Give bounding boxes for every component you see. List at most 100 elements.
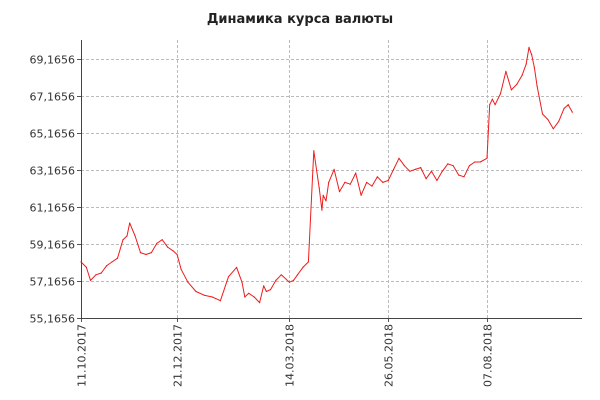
data-point (176, 253, 178, 256)
data-point (161, 239, 163, 241)
data-point (89, 279, 92, 281)
data-point (180, 268, 182, 270)
data-point (134, 235, 136, 237)
data-point (366, 181, 368, 183)
data-point (227, 276, 230, 278)
data-point (156, 242, 158, 244)
data-point (414, 168, 416, 170)
data-point (382, 181, 384, 183)
data-point (265, 290, 267, 293)
data-point (441, 170, 443, 172)
data-point (167, 246, 169, 248)
data-point (263, 285, 265, 287)
x-tick-label: 07.08.2018 (482, 324, 495, 387)
y-tick-label: 55,1656 (30, 313, 76, 326)
data-point (489, 104, 491, 106)
x-tick-label: 14.03.2018 (284, 324, 297, 387)
x-tick-label: 11.10.2017 (76, 324, 89, 387)
data-point (85, 266, 87, 268)
data-point (486, 157, 488, 159)
data-point (126, 235, 128, 237)
data-point (521, 74, 523, 76)
data-point (302, 266, 304, 268)
data-point (172, 250, 174, 252)
data-point (203, 294, 205, 296)
series-line (80, 46, 573, 304)
y-axis-tick-labels: 55,1656 57,1656 59,1656 61,1656 63,1656 65,16… (30, 54, 76, 326)
data-point (525, 63, 527, 65)
data-point (106, 265, 108, 267)
data-point (253, 296, 255, 298)
data-point (505, 70, 507, 72)
data-point (567, 104, 569, 106)
data-point (292, 279, 295, 281)
data-point (447, 163, 449, 165)
data-point (349, 183, 351, 185)
data-point (474, 161, 476, 163)
series-points (80, 46, 573, 304)
y-tick-label: 69,1656 (30, 54, 76, 67)
data-point (344, 181, 346, 183)
data-point (139, 252, 142, 254)
data-point (244, 296, 246, 298)
x-axis-tick-labels: 11.10.2017 21.12.2017 14.03.2018 26.05.2018… (76, 324, 495, 387)
data-point (510, 89, 512, 91)
data-point (241, 281, 243, 283)
data-point (322, 194, 324, 196)
data-point (558, 120, 560, 122)
data-point (563, 107, 565, 109)
data-point (219, 300, 221, 302)
data-point (387, 179, 389, 182)
data-point (355, 172, 357, 174)
data-point (328, 181, 330, 183)
data-point (463, 176, 465, 178)
data-point (491, 98, 493, 100)
data-point (533, 67, 536, 69)
data-point (360, 194, 362, 196)
data-point (430, 170, 433, 172)
data-point (313, 150, 315, 152)
data-point (425, 178, 427, 180)
data-point (296, 274, 299, 276)
axes (77, 40, 582, 322)
data-point (307, 261, 309, 263)
y-tick-label: 59,1656 (30, 239, 76, 252)
y-tick-label: 63,1656 (30, 165, 76, 178)
data-point (547, 118, 549, 121)
data-point (536, 85, 538, 87)
data-point (436, 179, 438, 182)
data-point (111, 261, 113, 263)
data-point (333, 168, 335, 170)
data-point (129, 222, 131, 224)
data-point (122, 239, 124, 241)
x-tick-label: 26.05.2018 (383, 324, 396, 387)
data-point (187, 281, 189, 283)
data-point (468, 165, 470, 167)
data-point (269, 289, 272, 291)
data-point (321, 209, 323, 211)
data-point (531, 54, 533, 56)
data-point (499, 93, 502, 95)
y-tick-label: 67,1656 (30, 91, 76, 104)
data-point (80, 261, 82, 263)
data-point (195, 290, 197, 293)
data-point (259, 302, 261, 304)
data-point (275, 279, 277, 281)
data-point (393, 168, 395, 170)
data-point (376, 176, 378, 178)
series-layer (80, 46, 573, 304)
data-point (100, 272, 102, 274)
data-point (571, 111, 573, 113)
data-point (479, 161, 481, 163)
data-point (248, 292, 250, 294)
y-tick-label: 57,1656 (30, 276, 76, 289)
data-point (288, 281, 290, 283)
data-point (116, 257, 119, 259)
y-tick-label: 61,1656 (30, 202, 76, 215)
data-point (398, 157, 400, 159)
data-point (338, 191, 341, 193)
data-point (403, 165, 405, 167)
data-point (420, 167, 422, 169)
data-point (150, 252, 152, 254)
